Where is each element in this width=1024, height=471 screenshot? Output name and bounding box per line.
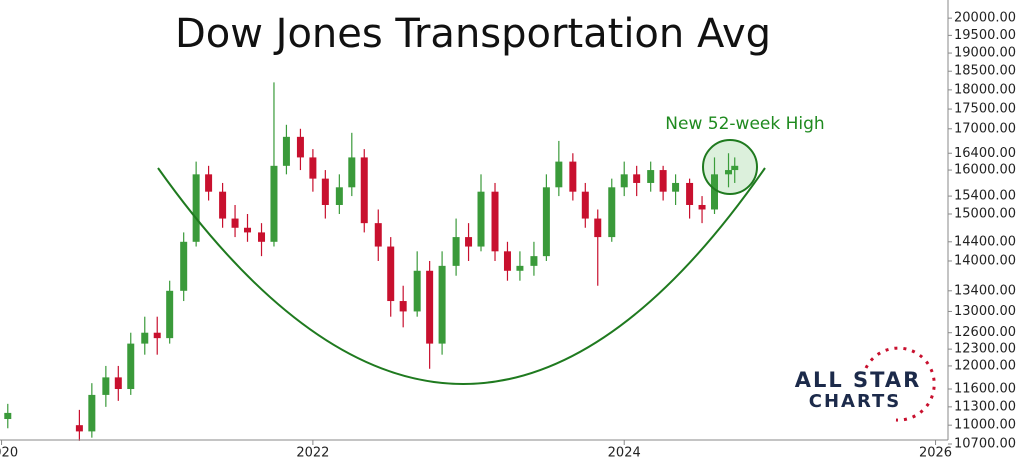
candle-body: [465, 237, 473, 247]
y-tick-label: 12300.00: [954, 342, 1016, 357]
y-tick-label: 13000.00: [954, 304, 1016, 319]
candle-body: [581, 191, 589, 219]
chart-title: Dow Jones Transportation Avg: [175, 11, 771, 57]
candle-body: [620, 174, 628, 188]
candle-body: [296, 136, 304, 158]
candle-body: [477, 191, 485, 247]
y-tick-label: 20000.00: [954, 11, 1016, 26]
candle-body: [542, 187, 550, 257]
candle-body: [503, 251, 511, 271]
candle-body: [166, 290, 174, 339]
candle-body: [127, 343, 135, 390]
candle-body: [88, 394, 96, 432]
y-tick-label: 11300.00: [954, 399, 1016, 414]
candle-body: [555, 161, 563, 188]
candle-body: [360, 157, 368, 224]
candle-body: [516, 265, 524, 271]
candle-body: [153, 332, 161, 339]
logo-text: CHARTS: [809, 391, 902, 412]
candle-body: [725, 170, 733, 175]
candle-body: [569, 161, 577, 192]
candle-body: [231, 218, 239, 228]
candle-body: [244, 227, 252, 233]
candle-body: [114, 377, 122, 390]
candle-body: [192, 174, 200, 242]
candle-body: [491, 191, 499, 252]
y-tick-label: 12000.00: [954, 358, 1016, 373]
y-tick-label: 18500.00: [954, 64, 1016, 79]
candle-body: [426, 270, 434, 344]
y-tick-label: 10700.00: [954, 437, 1016, 452]
y-tick-label: 17000.00: [954, 121, 1016, 136]
candle-body: [530, 256, 538, 266]
candle-body: [413, 270, 421, 312]
candle-body: [335, 187, 343, 205]
y-tick-label: 12600.00: [954, 325, 1016, 340]
candle-body: [219, 191, 227, 219]
candle-body: [647, 170, 655, 183]
y-tick-label: 11600.00: [954, 382, 1016, 397]
candle-body: [698, 204, 706, 210]
y-tick-label: 16000.00: [954, 163, 1016, 178]
candle-body: [711, 174, 719, 210]
plot-area: [4, 82, 739, 441]
candle-body: [282, 136, 290, 166]
candle-body: [4, 412, 12, 420]
candle-body: [374, 223, 382, 247]
candle-body: [75, 425, 83, 432]
annotation: New 52-week High: [665, 114, 824, 134]
candle-body: [438, 265, 446, 344]
candle-body: [102, 377, 110, 395]
candle-body: [399, 301, 407, 312]
candle-body: [321, 178, 329, 205]
y-tick-label: 13400.00: [954, 283, 1016, 298]
candle-body: [633, 174, 641, 183]
y-tick-label: 19500.00: [954, 28, 1016, 43]
candle-body: [594, 218, 602, 238]
y-tick-label: 16400.00: [954, 146, 1016, 161]
candle-body: [452, 237, 460, 266]
candle-body: [672, 182, 680, 192]
x-tick-label: 2024: [608, 446, 641, 461]
y-tick-label: 15000.00: [954, 207, 1016, 222]
candle-body: [659, 170, 667, 192]
x-tick-label: 2022: [296, 446, 329, 461]
y-tick-label: 17500.00: [954, 102, 1016, 117]
y-tick-label: 14000.00: [954, 253, 1016, 268]
candle-body: [731, 165, 739, 171]
candle-body: [686, 182, 694, 205]
candle-body: [387, 246, 395, 302]
x-tick-label: 2026: [919, 446, 952, 461]
candle-body: [180, 241, 188, 291]
logo: ALL STAR CHARTS: [795, 346, 936, 422]
y-tick-label: 11000.00: [954, 418, 1016, 433]
candle-body: [309, 157, 317, 179]
candle-body: [608, 187, 616, 238]
candle-body: [141, 332, 149, 344]
y-tick-label: 14400.00: [954, 234, 1016, 249]
highlight-circle: [702, 139, 758, 195]
candle-body: [205, 174, 213, 192]
cup-arc: [157, 167, 766, 385]
candle-body: [270, 165, 278, 242]
y-tick-label: 18000.00: [954, 82, 1016, 97]
logo-text: ALL STAR: [795, 368, 922, 392]
y-tick-label: 15400.00: [954, 189, 1016, 204]
candle-body: [258, 232, 266, 242]
y-tick-label: 19000.00: [954, 46, 1016, 61]
candle-body: [348, 157, 356, 188]
